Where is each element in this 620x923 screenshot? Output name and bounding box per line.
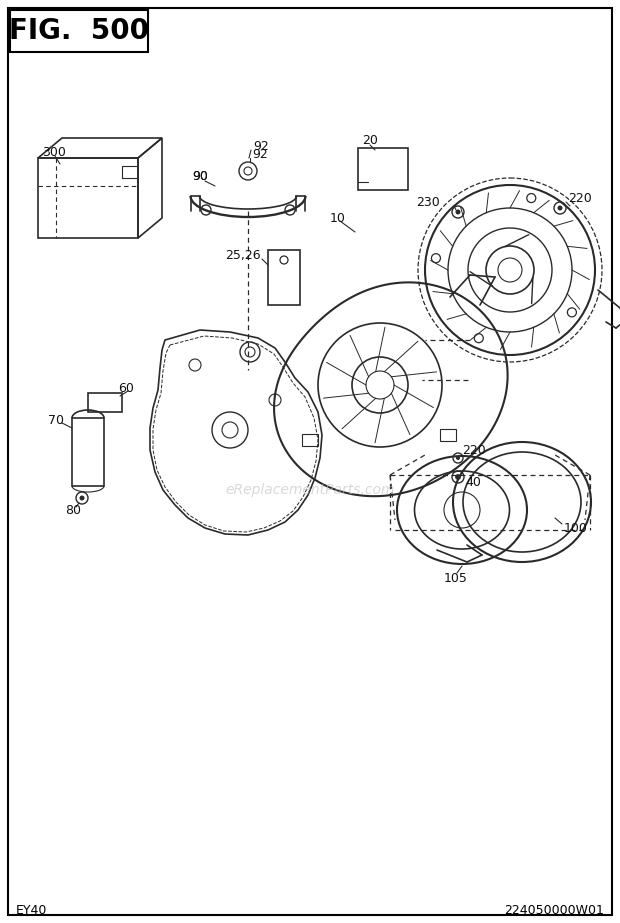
- Text: 25,26: 25,26: [225, 249, 260, 262]
- Text: 230: 230: [416, 196, 440, 209]
- Text: 224050000W01: 224050000W01: [504, 904, 604, 917]
- Circle shape: [557, 206, 562, 210]
- Circle shape: [456, 210, 461, 214]
- Text: 20: 20: [362, 135, 378, 148]
- Text: 220: 220: [462, 443, 485, 457]
- Text: 92: 92: [252, 148, 268, 161]
- Circle shape: [456, 456, 460, 460]
- Text: 40: 40: [465, 476, 481, 489]
- Text: 90: 90: [192, 170, 208, 183]
- Text: FIG.  500: FIG. 500: [9, 17, 149, 45]
- Circle shape: [79, 496, 84, 500]
- Circle shape: [456, 474, 461, 480]
- Text: 60: 60: [118, 381, 134, 394]
- Text: eReplacementParts.com: eReplacementParts.com: [225, 483, 395, 497]
- Text: 220: 220: [568, 191, 591, 205]
- Text: 10: 10: [330, 211, 346, 224]
- Text: EY40: EY40: [16, 904, 47, 917]
- Text: 80: 80: [65, 504, 81, 517]
- Text: 90: 90: [192, 171, 208, 184]
- Text: 70: 70: [48, 414, 64, 426]
- Text: 92: 92: [253, 139, 268, 152]
- Text: 300: 300: [42, 146, 66, 159]
- Text: 105: 105: [444, 571, 468, 584]
- Text: 100: 100: [564, 521, 588, 534]
